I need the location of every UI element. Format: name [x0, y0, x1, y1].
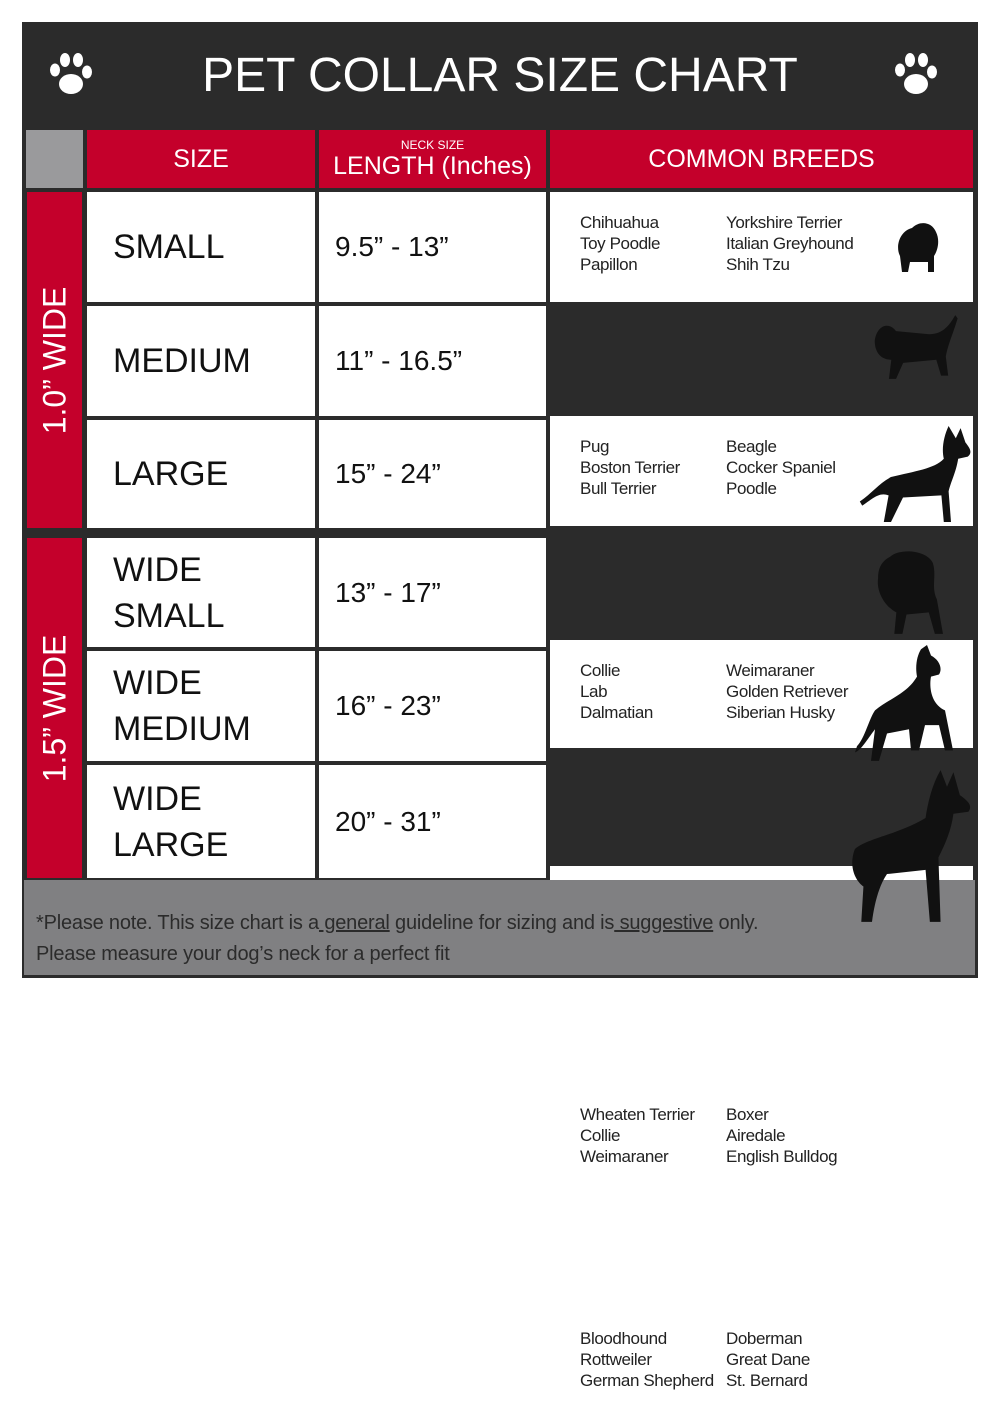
breed-name: Yorkshire Terrier	[726, 213, 843, 232]
length-value: 9.5” - 13”	[335, 231, 449, 262]
page-title: PET COLLAR SIZE CHART	[202, 48, 798, 102]
size-label: WIDE	[113, 550, 202, 589]
breed-name: Weimaraner	[580, 1147, 669, 1166]
breed-list: Yorkshire Terrier Italian Greyhound Shih T…	[726, 212, 876, 275]
breed-name: Great Dane	[726, 1350, 810, 1369]
header-breeds: COMMON BREEDS	[550, 130, 973, 188]
size-label: SMALL	[113, 228, 225, 266]
breed-name: Doberman	[726, 1329, 803, 1348]
breed-list: Pug Boston Terrier Bull Terrier	[580, 436, 722, 499]
breed-name: Papillon	[580, 255, 638, 274]
pitbull-icon	[855, 645, 953, 761]
length-cell: 20” - 31”	[319, 765, 546, 878]
size-label: MEDIUM	[113, 342, 251, 380]
note-line-2: Please measure your dog’s neck for a per…	[36, 943, 450, 965]
header-length-label: LENGTH (Inches)	[333, 151, 532, 180]
breed-list: Beagle Cocker Spaniel Poodle	[726, 436, 876, 499]
note-text: guideline for sizing and is	[389, 912, 615, 934]
breed-name: English Bulldog	[726, 1147, 838, 1166]
breed-name: Poodle	[726, 479, 777, 498]
group-label: 1.5” WIDE	[36, 634, 73, 782]
breed-list: Collie Lab Dalmatian	[580, 660, 722, 723]
bulldog-icon	[877, 551, 943, 634]
breed-name: Bull Terrier	[580, 479, 657, 498]
length-value: 11” - 16.5”	[335, 345, 463, 376]
breed-list: Wheaten Terrier Collie Weimaraner	[580, 1104, 722, 1167]
breed-name: Dalmatian	[580, 703, 653, 722]
breed-name: Shih Tzu	[726, 255, 790, 274]
small-dog-icon	[898, 223, 939, 272]
note-text: *Please note. This size chart is a	[36, 912, 319, 934]
breed-name: Rottweiler	[580, 1350, 652, 1369]
breed-name: Collie	[580, 661, 621, 680]
header-size: SIZE	[87, 130, 315, 188]
breed-list: Bloodhound Rottweiler German Shepherd	[580, 1328, 722, 1391]
size-cell: SMALL	[87, 192, 315, 302]
size-cell: LARGE	[87, 420, 315, 528]
size-cell: WIDE SMALL	[87, 538, 315, 647]
header-size-label: SIZE	[173, 145, 229, 173]
size-label: LARGE	[113, 825, 229, 864]
footer-note: *Please note. This size chart is a gener…	[24, 880, 975, 975]
length-cell: 13” - 17”	[319, 538, 546, 647]
breed-name: Boston Terrier	[580, 458, 680, 477]
size-label: LARGE	[113, 455, 229, 493]
header-length: NECK SIZE LENGTH (Inches)	[319, 130, 546, 188]
note-text: only.	[713, 912, 759, 934]
note-underlined: general	[318, 912, 390, 934]
group-band-1: 1.0” WIDE	[27, 192, 82, 528]
breed-name: Italian Greyhound	[726, 234, 854, 253]
note-underlined: suggestive	[614, 912, 714, 934]
breeds-cell: Bloodhound Rottweiler German Shepherd Dobe…	[550, 1312, 973, 1425]
doberman-icon	[852, 770, 971, 922]
breed-name: Lab	[580, 682, 608, 701]
breed-list: Boxer Airedale English Bulldog	[726, 1104, 876, 1167]
length-value: 16” - 23”	[335, 690, 441, 721]
breed-name: Toy Poodle	[580, 234, 661, 253]
breed-list: Weimaraner Golden Retriever Siberian Husky	[726, 660, 876, 723]
length-value: 15” - 24”	[335, 458, 441, 489]
length-cell: 15” - 24”	[319, 420, 546, 528]
breed-name: Pug	[580, 437, 610, 456]
breed-name: Weimaraner	[726, 661, 815, 680]
breed-name: Wheaten Terrier	[580, 1105, 695, 1124]
paw-icon	[50, 53, 92, 94]
header-length-sub: NECK SIZE	[400, 137, 465, 152]
size-label: WIDE	[113, 779, 202, 818]
breed-name: Airedale	[726, 1126, 786, 1145]
breed-list: Chihuahua Toy Poodle Papillon	[580, 212, 722, 275]
size-cell: WIDE MEDIUM	[87, 651, 315, 761]
paw-icon	[895, 53, 937, 94]
breed-name: Bloodhound	[580, 1329, 667, 1348]
breed-name: Collie	[580, 1126, 621, 1145]
length-value: 13” - 17”	[335, 576, 441, 608]
breed-name: Siberian Husky	[726, 703, 835, 722]
breed-name: Cocker Spaniel	[726, 458, 836, 477]
breeds-cell: Wheaten Terrier Collie Weimaraner Boxer Air…	[550, 1088, 973, 1198]
size-cell: MEDIUM	[87, 306, 315, 416]
large-dog-icon	[859, 426, 971, 522]
group-label: 1.0” WIDE	[36, 286, 73, 434]
length-cell: 16” - 23”	[319, 651, 546, 761]
breed-list: Doberman Great Dane St. Bernard	[726, 1328, 876, 1391]
breed-name: Chihuahua	[580, 213, 659, 232]
size-label: WIDE	[113, 664, 202, 702]
title-bar: PET COLLAR SIZE CHART	[22, 22, 978, 128]
size-label: MEDIUM	[113, 710, 251, 748]
breeds-cell: Pug Boston Terrier Bull Terrier Beagle Cock…	[550, 416, 973, 526]
group-band-2: 1.5” WIDE	[27, 538, 82, 878]
medium-dog-icon	[874, 315, 958, 379]
header-breeds-label: COMMON BREEDS	[648, 145, 875, 173]
breed-name: St. Bernard	[726, 1371, 808, 1390]
size-cell: WIDE LARGE	[87, 765, 315, 878]
breed-name: Golden Retriever	[726, 682, 849, 701]
length-cell: 11” - 16.5”	[319, 306, 546, 416]
breed-name: Boxer	[726, 1105, 769, 1124]
length-cell: 9.5” - 13”	[319, 192, 546, 302]
breed-name: German Shepherd	[580, 1371, 714, 1390]
length-value: 20” - 31”	[335, 805, 441, 837]
size-label: SMALL	[113, 596, 225, 635]
breed-name: Beagle	[726, 437, 777, 456]
header-corner	[26, 130, 83, 188]
